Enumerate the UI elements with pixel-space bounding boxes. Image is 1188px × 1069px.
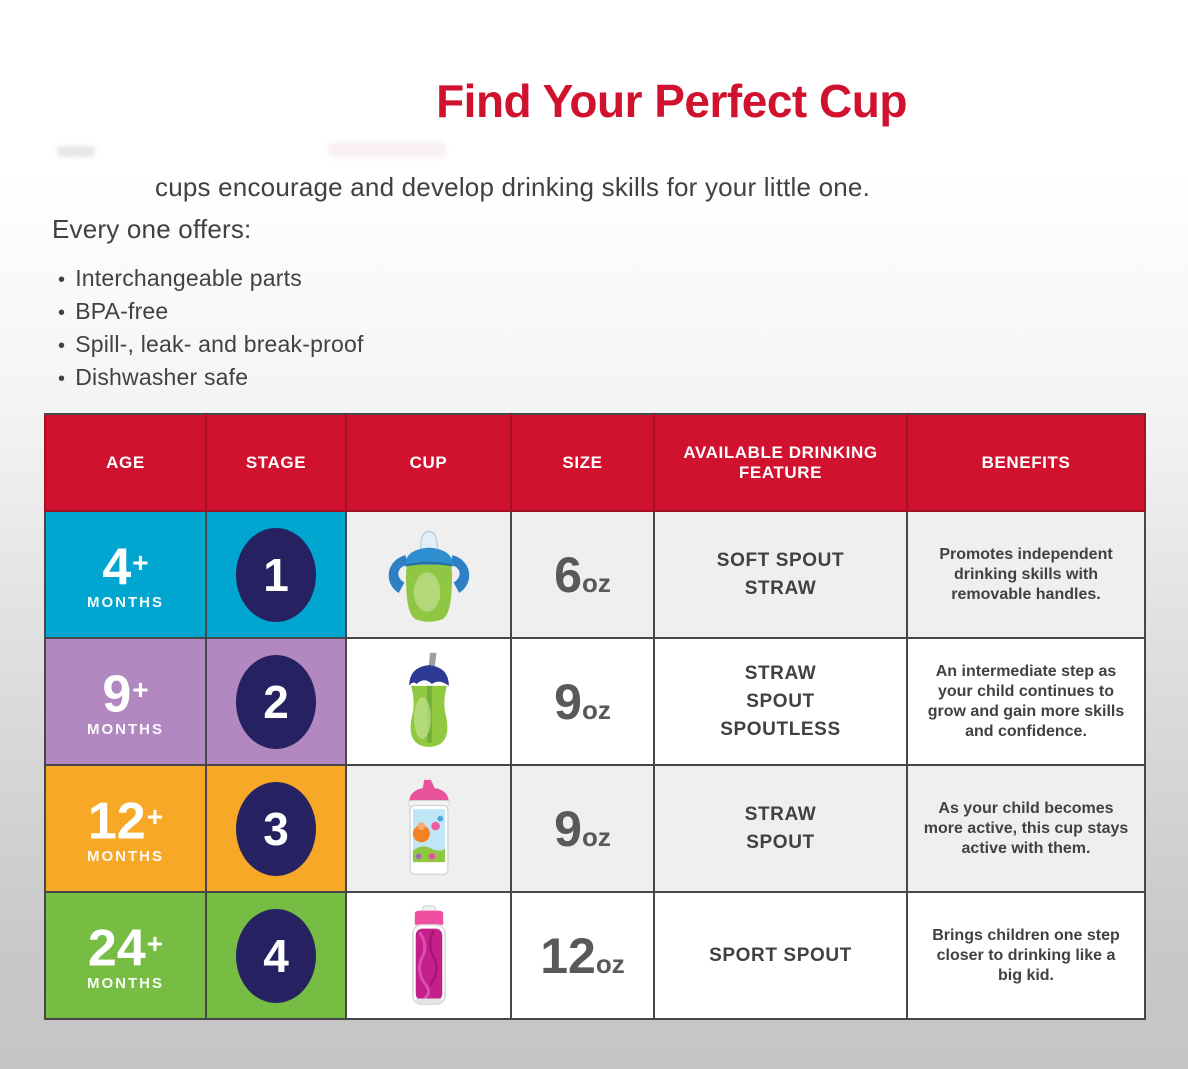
cup-cell — [345, 510, 512, 639]
offers-heading: Every one offers: — [52, 214, 252, 244]
cup-cell — [345, 637, 512, 766]
age-value: 12+ — [87, 792, 164, 851]
age-value: 4+ — [102, 538, 149, 597]
cup-cell — [345, 764, 512, 893]
column-header-stage: STAGE — [205, 413, 347, 512]
sport-spout-bottle-icon — [411, 904, 446, 1005]
age-cell: 4+ MONTHS — [44, 510, 207, 639]
age-value: 24+ — [87, 919, 164, 978]
table-row-stage-3: 12+ MONTHS 3 — [44, 764, 1146, 893]
feature-cell: SOFT SPOUT STRAW — [653, 510, 908, 639]
size-cell: 6oz — [510, 510, 655, 639]
erased-logo-remnant — [57, 146, 95, 157]
bullet-item: Interchangeable parts — [58, 263, 364, 296]
stage-badge: 4 — [236, 908, 316, 1003]
stage-badge: 2 — [236, 654, 316, 749]
stage-cell: 3 — [205, 764, 347, 893]
cup-cell — [345, 891, 512, 1020]
benefit-cell: Brings children one step closer to drink… — [906, 891, 1146, 1020]
column-header-cup: CUP — [345, 413, 512, 512]
age-unit: MONTHS — [87, 594, 164, 612]
cup-comparison-table: AGE STAGE CUP SIZE AVAILABLE DRINKING FE… — [44, 413, 1146, 1020]
stage-badge: 1 — [236, 527, 316, 622]
size-cell: 9oz — [510, 637, 655, 766]
stage-cell: 4 — [205, 891, 347, 1020]
insulated-sippy-cup-icon — [407, 779, 450, 875]
age-cell: 9+ MONTHS — [44, 637, 207, 766]
table-row-stage-2: 9+ MONTHS 2 9oz — [44, 637, 1146, 766]
stage-badge: 3 — [236, 781, 316, 876]
table-header-row: AGE STAGE CUP SIZE AVAILABLE DRINKING FE… — [44, 413, 1146, 512]
table-row-stage-1: 4+ MONTHS 1 — [44, 510, 1146, 639]
bullet-item: BPA-free — [58, 296, 364, 329]
bullet-item: Spill-, leak- and break-proof — [58, 329, 364, 362]
benefit-cell: As your child becomes more active, this … — [906, 764, 1146, 893]
feature-cell: STRAW SPOUT — [653, 764, 908, 893]
page-title: Find Your Perfect Cup — [436, 75, 907, 127]
age-unit: MONTHS — [87, 848, 164, 866]
benefit-bullets: Interchangeable parts BPA-free Spill-, l… — [58, 263, 364, 395]
age-unit: MONTHS — [87, 721, 164, 739]
size-cell: 9oz — [510, 764, 655, 893]
age-value: 9+ — [102, 665, 149, 724]
trainer-cup-soft-spout-icon — [388, 530, 469, 622]
column-header-benefits: BENEFITS — [906, 413, 1146, 512]
intro-line: cups encourage and develop drinking skil… — [155, 172, 871, 202]
age-cell: 24+ MONTHS — [44, 891, 207, 1020]
benefit-cell: An intermediate step as your child conti… — [906, 637, 1146, 766]
feature-cell: STRAW SPOUT SPOUTLESS — [653, 637, 908, 766]
straw-spout-bottle-icon — [408, 652, 449, 747]
column-header-size: SIZE — [510, 413, 655, 512]
erased-logo-remnant — [328, 142, 446, 158]
size-cell: 12oz — [510, 891, 655, 1020]
bullet-item: Dishwasher safe — [58, 362, 364, 395]
stage-cell: 2 — [205, 637, 347, 766]
table-row-stage-4: 24+ MONTHS 4 — [44, 891, 1146, 1020]
column-header-feature: AVAILABLE DRINKING FEATURE — [653, 413, 908, 512]
age-cell: 12+ MONTHS — [44, 764, 207, 893]
feature-cell: SPORT SPOUT — [653, 891, 908, 1020]
benefit-cell: Promotes independent drinking skills wit… — [906, 510, 1146, 639]
stage-cell: 1 — [205, 510, 347, 639]
age-unit: MONTHS — [87, 975, 164, 993]
column-header-age: AGE — [44, 413, 207, 512]
